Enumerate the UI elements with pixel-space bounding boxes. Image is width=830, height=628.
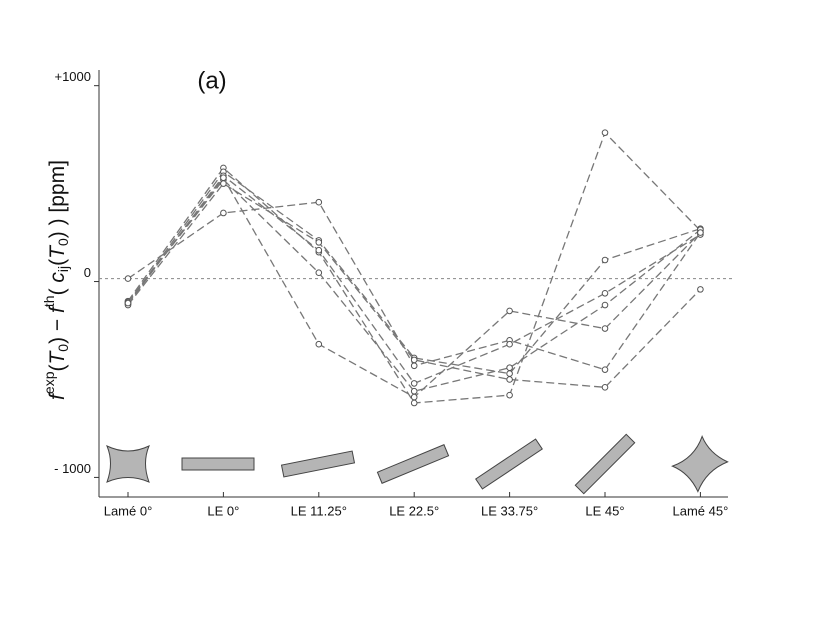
- data-point: [315, 246, 323, 254]
- data-point: [220, 209, 227, 217]
- icon: [475, 438, 543, 490]
- data-point: [124, 299, 132, 307]
- data-point: [410, 362, 418, 370]
- y-tick-label: 0: [84, 265, 91, 280]
- data-point: [410, 399, 418, 407]
- y-axis-label-part: T: [46, 350, 69, 365]
- icon: [181, 457, 255, 471]
- x-tick-label: LE 33.75°: [481, 503, 538, 518]
- data-point: [601, 301, 609, 309]
- data-point: [506, 376, 513, 383]
- series-line: [127, 174, 701, 385]
- y-axis-label-part: ) ) [ppm]: [46, 160, 69, 238]
- y-axis-label-part: c: [46, 272, 69, 283]
- series-line: [127, 170, 701, 375]
- data-point: [410, 356, 418, 364]
- data-point: [601, 325, 609, 332]
- y-axis-label-part: (: [46, 283, 69, 296]
- data-point: [601, 366, 609, 373]
- series-line: [127, 201, 701, 371]
- icon: [280, 450, 356, 478]
- icon: [574, 433, 636, 495]
- data-point: [410, 387, 418, 395]
- data-point: [410, 380, 418, 387]
- y-tick-label: - 1000: [54, 461, 91, 476]
- y-axis-label-part: T: [46, 244, 69, 259]
- y-axis-label-part: 0: [55, 238, 71, 246]
- x-tick-label: Lamé 0°: [104, 503, 153, 518]
- data-point: [315, 198, 323, 206]
- data-point: [315, 239, 323, 246]
- y-axis-label-part: th: [41, 295, 57, 307]
- x-tick-label: LE 22.5°: [389, 503, 439, 518]
- icon: [106, 444, 150, 483]
- x-tick-label: LE 45°: [585, 503, 624, 518]
- shape-icons: [106, 433, 729, 495]
- data-point: [601, 384, 609, 391]
- y-axis-label-part: 0: [55, 344, 71, 352]
- chart-title: (a): [197, 67, 226, 94]
- y-axis-label-part: f: [46, 392, 69, 400]
- data-point: [601, 256, 609, 264]
- data-point: [220, 174, 227, 182]
- data-point: [410, 393, 418, 401]
- data-point: [601, 129, 609, 136]
- data-point: [506, 364, 513, 372]
- y-axis-label-part: ) −: [46, 313, 69, 344]
- data-point: [506, 307, 513, 315]
- data-point: [506, 391, 513, 399]
- y-axis-label-part: exp: [41, 371, 57, 394]
- icon: [671, 435, 729, 493]
- x-tick-label: Lamé 45°: [673, 503, 729, 518]
- data-point: [697, 229, 704, 236]
- data-point: [315, 340, 323, 348]
- y-axis-label-part: f: [46, 305, 69, 313]
- y-axis-label: fexp(T0) − fth( cij(T0) ) [ppm]: [41, 160, 71, 400]
- data-point: [601, 289, 609, 297]
- y-axis-label-part: (: [46, 365, 69, 372]
- data-point: [506, 340, 513, 348]
- data-point: [697, 286, 704, 293]
- y-tick-label: +1000: [54, 69, 91, 84]
- x-tick-label: LE 0°: [207, 503, 239, 518]
- data-point: [506, 370, 513, 377]
- data-point: [124, 275, 132, 282]
- icon: [376, 444, 450, 484]
- y-axis-label-part: ij: [55, 266, 71, 272]
- data-point: [315, 269, 323, 277]
- x-tick-label: LE 11.25°: [291, 503, 347, 518]
- y-axis-label-part: (: [46, 259, 69, 266]
